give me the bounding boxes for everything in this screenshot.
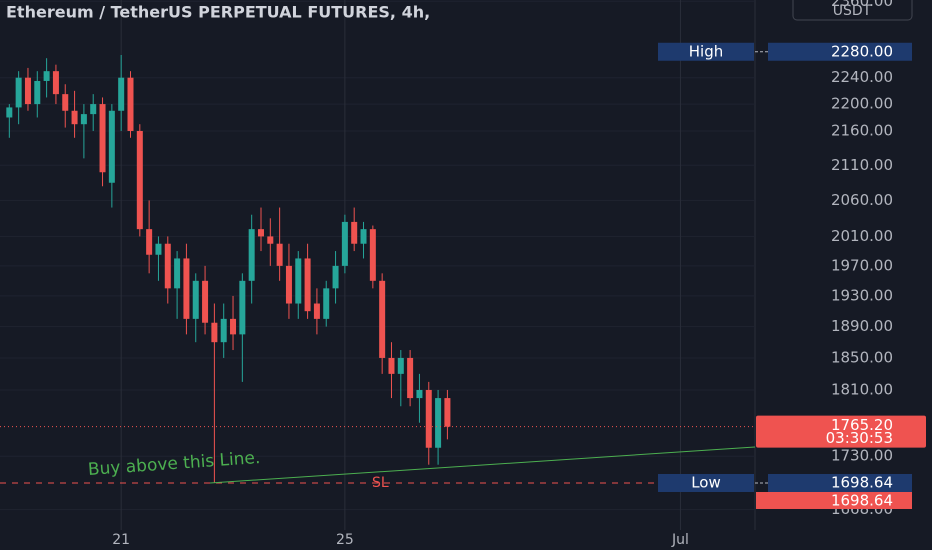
plot: SL	[0, 54, 755, 491]
stop-loss-tag	[756, 491, 912, 509]
y-tick-label: 2240.00	[831, 68, 893, 86]
candle-body	[118, 77, 125, 111]
price-axis: 2360.00 2240.00 2200.00 2160.00 2110.00 2060.…	[112, 0, 893, 548]
candle-body	[174, 258, 181, 289]
candle-body	[425, 389, 432, 448]
candle-body	[24, 77, 31, 105]
y-tick-label: 2200.00	[831, 95, 893, 113]
candle-body	[108, 110, 115, 183]
currency-button[interactable]	[792, 0, 913, 21]
marker-label: High	[689, 42, 723, 60]
candle-body	[397, 357, 404, 374]
candle-body	[444, 398, 451, 427]
stop-loss-value: 1698.64	[831, 491, 893, 509]
candle-body	[90, 104, 97, 115]
candle-body	[332, 265, 339, 289]
marker-value: 1698.64	[831, 473, 893, 491]
y-tick-label: 2160.00	[831, 121, 893, 139]
last-price-tag	[756, 415, 926, 448]
candle-body	[295, 258, 302, 304]
chart-title: Ethereum / TetherUS PERPETUAL FUTURES, 4…	[6, 3, 430, 22]
countdown-label: 03:30:53	[826, 429, 893, 447]
x-tick-label: 21	[112, 532, 130, 548]
candle-body	[416, 389, 423, 399]
y-tick-label: 1730.00	[831, 447, 893, 465]
candle-body	[230, 318, 237, 335]
x-tick-label: 25	[336, 532, 354, 548]
marker-label-box	[658, 473, 754, 492]
candle-body	[43, 71, 50, 81]
candle-body	[146, 229, 153, 255]
candle-body	[369, 229, 376, 281]
candle-body	[341, 221, 348, 266]
candle-body	[267, 236, 274, 244]
stop-loss-label: SL	[372, 475, 389, 491]
y-tick-label: 1930.00	[831, 286, 893, 304]
candle-body	[62, 94, 69, 111]
candle-body	[323, 288, 330, 319]
candle-body	[248, 229, 255, 281]
candle-body	[257, 229, 264, 237]
marker-label: Low	[691, 473, 721, 491]
candle-body	[407, 357, 414, 399]
candle-body	[220, 318, 227, 343]
candle-body	[6, 107, 13, 118]
candle-body	[183, 258, 190, 319]
marker-value-box	[768, 42, 912, 61]
candle-body	[239, 280, 246, 335]
y-tick-label: 2060.00	[831, 191, 893, 209]
candle-body	[80, 114, 87, 125]
grid	[0, 0, 755, 530]
candle-body	[360, 229, 367, 244]
candle-body	[164, 243, 171, 289]
y-tick-label: 1970.00	[831, 256, 893, 274]
y-tick-label: 1810.00	[831, 380, 893, 398]
candle-body	[388, 357, 395, 374]
candle-body	[136, 130, 143, 230]
y-tick-label: 2360.00	[831, 0, 893, 10]
candle-body	[99, 104, 106, 173]
candle-body	[304, 258, 311, 312]
candle-body	[71, 110, 78, 125]
last-price-label: 1765.20	[831, 416, 893, 434]
candle-body	[52, 71, 59, 95]
marker-value: 2280.00	[831, 42, 893, 60]
trend-line	[209, 446, 756, 484]
candle-body	[435, 398, 442, 448]
y-tick-label: 2110.00	[831, 156, 893, 174]
candle-body	[127, 77, 134, 131]
candle-body	[276, 243, 283, 266]
marker-value-box	[768, 473, 912, 492]
currency-label[interactable]: USDT	[833, 3, 872, 19]
candle-body	[15, 77, 22, 108]
candle-body	[379, 280, 386, 358]
candle-body	[192, 280, 199, 319]
y-tick-label: 1850.00	[831, 348, 893, 366]
candle-body	[34, 80, 41, 105]
candle-body	[202, 280, 209, 323]
candle-body	[351, 221, 358, 244]
marker-label-box	[658, 42, 754, 61]
candle-body	[211, 322, 218, 343]
x-tick-label: Jul	[671, 532, 689, 548]
candle-body	[285, 265, 292, 304]
candle-body	[313, 303, 320, 319]
y-tick-label: 1890.00	[831, 317, 893, 335]
y-tick-label: 2010.00	[831, 227, 893, 245]
candle-body	[155, 243, 162, 255]
